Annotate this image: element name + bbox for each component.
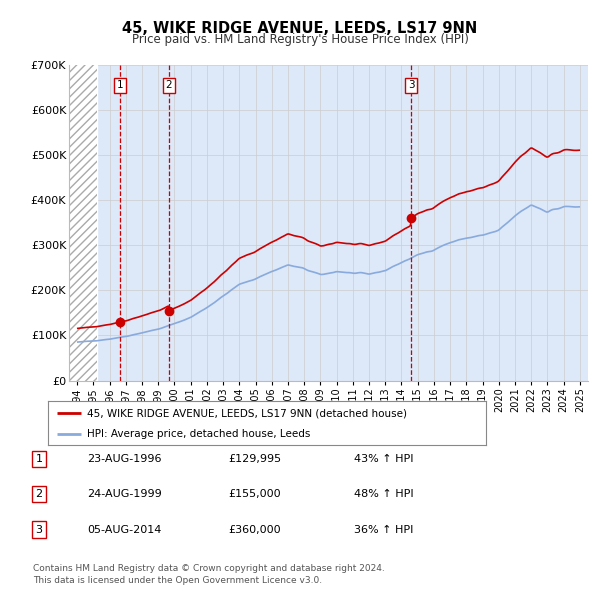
- Text: 45, WIKE RIDGE AVENUE, LEEDS, LS17 9NN: 45, WIKE RIDGE AVENUE, LEEDS, LS17 9NN: [122, 21, 478, 35]
- Text: 48% ↑ HPI: 48% ↑ HPI: [354, 489, 413, 499]
- Text: 1: 1: [117, 80, 124, 90]
- Text: HPI: Average price, detached house, Leeds: HPI: Average price, detached house, Leed…: [88, 428, 311, 438]
- Text: 3: 3: [408, 80, 415, 90]
- Text: 45, WIKE RIDGE AVENUE, LEEDS, LS17 9NN (detached house): 45, WIKE RIDGE AVENUE, LEEDS, LS17 9NN (…: [88, 408, 407, 418]
- Text: Price paid vs. HM Land Registry's House Price Index (HPI): Price paid vs. HM Land Registry's House …: [131, 33, 469, 46]
- Text: Contains HM Land Registry data © Crown copyright and database right 2024.
This d: Contains HM Land Registry data © Crown c…: [33, 565, 385, 585]
- Bar: [69, 65, 97, 381]
- Text: £360,000: £360,000: [228, 525, 281, 535]
- Text: 43% ↑ HPI: 43% ↑ HPI: [354, 454, 413, 464]
- Text: 23-AUG-1996: 23-AUG-1996: [87, 454, 161, 464]
- Bar: [69, 65, 97, 381]
- Text: £129,995: £129,995: [228, 454, 281, 464]
- Text: 2: 2: [166, 80, 172, 90]
- Text: 3: 3: [35, 525, 43, 535]
- Text: 24-AUG-1999: 24-AUG-1999: [87, 489, 162, 499]
- Text: 1: 1: [35, 454, 43, 464]
- Text: 36% ↑ HPI: 36% ↑ HPI: [354, 525, 413, 535]
- Text: £155,000: £155,000: [228, 489, 281, 499]
- Text: 2: 2: [35, 489, 43, 499]
- Text: 05-AUG-2014: 05-AUG-2014: [87, 525, 161, 535]
